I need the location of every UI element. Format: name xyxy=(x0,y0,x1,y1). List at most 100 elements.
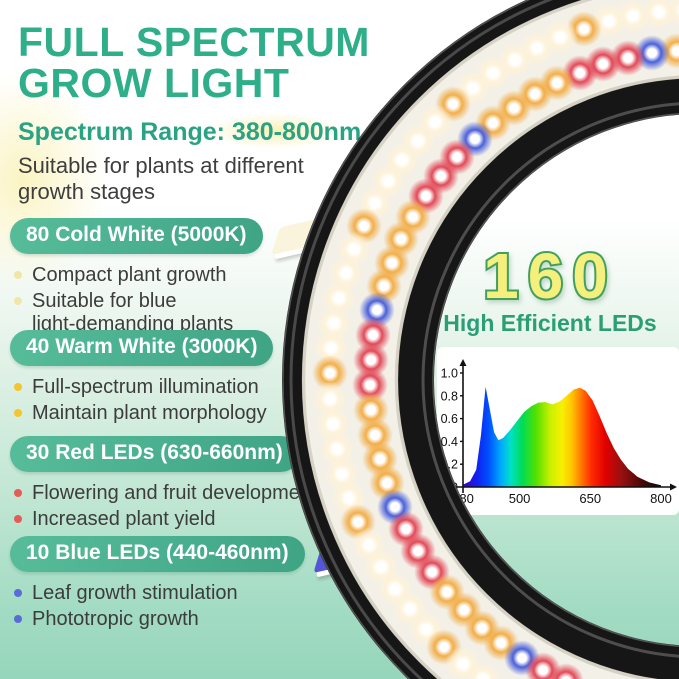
led-white xyxy=(391,591,428,628)
led-white xyxy=(496,41,533,78)
y-tick-label: 0.6 xyxy=(441,412,458,426)
led-chip-blue-icon xyxy=(313,535,362,572)
led-count-number: 160 xyxy=(483,240,617,312)
header: FULL SPECTRUM GROW LIGHT Spectrum Range:… xyxy=(18,22,370,205)
led-warm xyxy=(356,416,393,453)
led-white xyxy=(399,122,436,159)
led-warm xyxy=(383,221,420,258)
led-blue xyxy=(634,35,671,72)
led-red xyxy=(561,54,598,91)
led-warm xyxy=(353,391,390,428)
led-warm xyxy=(516,76,553,113)
led-red xyxy=(352,341,389,378)
y-tick-label: 1.0 xyxy=(441,367,458,381)
led-blue xyxy=(503,639,540,676)
bullet-item: Suitable for blue light-demanding plants xyxy=(14,290,317,336)
section-cold-white: 80 Cold White (5000K) Compact plant grow… xyxy=(10,218,317,338)
bullet-item: Flowering and fruit development xyxy=(14,482,353,505)
bullet-item: Increased plant yield xyxy=(14,508,353,531)
led-red xyxy=(408,178,445,214)
led-white xyxy=(335,231,372,268)
led-white xyxy=(519,29,556,66)
led-chip-cold-white-icon xyxy=(271,217,320,254)
led-count: 160 xyxy=(481,238,617,314)
led-blue xyxy=(377,488,414,525)
led-white xyxy=(542,19,579,56)
led-white xyxy=(464,661,501,679)
led-red xyxy=(355,317,392,354)
bullet-item: Compact plant growth xyxy=(14,264,317,287)
led-red xyxy=(352,366,389,403)
page-title: FULL SPECTRUM GROW LIGHT xyxy=(18,22,370,104)
led-white xyxy=(590,3,627,40)
title-line-2: GROW LIGHT xyxy=(18,60,290,106)
led-white xyxy=(384,142,421,179)
section-blue-leds: 10 Blue LEDs (440-460nm) Leaf growth sti… xyxy=(10,536,359,634)
led-warm xyxy=(435,86,472,123)
y-tick-label: 0.4 xyxy=(441,435,458,449)
led-blue xyxy=(359,292,396,329)
x-tick-label: 380 xyxy=(452,491,474,506)
led-warm xyxy=(445,592,482,629)
led-warm xyxy=(463,609,500,646)
badge-warm-white: 40 Warm White (3000K) xyxy=(10,330,274,366)
led-red xyxy=(585,46,622,83)
led-red xyxy=(399,533,436,570)
led-warm xyxy=(495,89,532,126)
bullet-item: Phototropic growth xyxy=(14,608,359,631)
bullet-dot-icon xyxy=(14,296,22,305)
led-white xyxy=(417,103,454,140)
led-red xyxy=(422,157,459,194)
badge-red-leds: 30 Red LEDs (630-660nm) xyxy=(10,436,299,472)
led-red xyxy=(525,652,562,679)
led-warm xyxy=(483,625,520,662)
led-white xyxy=(615,0,652,35)
badge-cold-white: 80 Cold White (5000K) xyxy=(10,218,263,254)
led-red xyxy=(547,663,584,679)
led-blue xyxy=(456,120,493,157)
led-chip-warm-white-icon xyxy=(282,329,331,366)
led-warm xyxy=(475,104,512,141)
section-red-leds: 30 Red LEDs (630-660nm) Flowering and fr… xyxy=(10,436,353,534)
led-white xyxy=(369,163,406,200)
led-white xyxy=(362,549,399,586)
bullet-dot-icon xyxy=(14,514,22,523)
led-warm xyxy=(361,441,398,478)
bullet-dot-icon xyxy=(14,271,22,279)
led-white xyxy=(376,570,413,607)
led-warm xyxy=(394,199,431,236)
x-tick-label: 800 xyxy=(650,491,672,506)
led-warm xyxy=(538,64,575,101)
led-warm xyxy=(428,573,465,610)
bullet-item: Maintain plant morphology xyxy=(14,402,327,425)
spectrum-curve xyxy=(463,386,661,487)
bullet-item: Full-spectrum illumination xyxy=(14,376,327,399)
led-white xyxy=(407,610,444,647)
led-white xyxy=(640,0,677,31)
section-warm-white: 40 Warm White (3000K) Full-spectrum illu… xyxy=(10,330,327,428)
led-white xyxy=(475,55,512,92)
bullet-dot-icon xyxy=(14,614,22,623)
led-warm xyxy=(566,10,603,47)
bullet-dot-icon xyxy=(14,589,22,597)
title-line-1: FULL SPECTRUM xyxy=(18,19,370,65)
led-white xyxy=(444,645,481,679)
spectrum-chart-panel: 0 0.2 0.4 0.6 0.8 1.0 380 500 650 800 xyxy=(437,347,679,515)
led-warm xyxy=(345,207,382,244)
led-white xyxy=(327,255,364,292)
y-tick-label: 0.2 xyxy=(441,458,458,472)
led-white xyxy=(665,0,679,29)
led-chip-red-icon xyxy=(307,435,356,472)
led-red xyxy=(413,554,450,591)
led-warm xyxy=(368,465,405,502)
led-red xyxy=(387,511,424,548)
bullet-dot-icon xyxy=(14,383,22,391)
led-white xyxy=(454,69,491,106)
y-tick-label: 0.8 xyxy=(441,389,458,403)
spectrum-range-subtitle: Spectrum Range: 380-800nm xyxy=(18,118,362,146)
x-tick-label: 500 xyxy=(509,491,531,506)
led-warm xyxy=(365,268,402,305)
badge-blue-leds: 10 Blue LEDs (440-460nm) xyxy=(10,536,305,572)
